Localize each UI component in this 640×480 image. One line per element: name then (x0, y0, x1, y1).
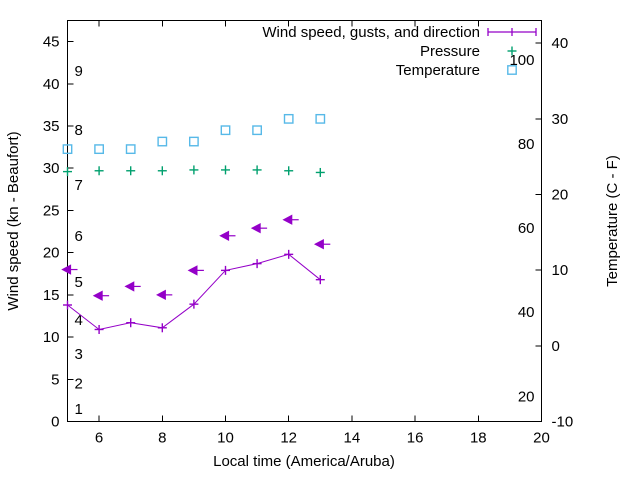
x-tick-label: 20 (533, 430, 550, 447)
wind-speed-point (315, 275, 325, 285)
y2-fahrenheit-tick-label: 100 (509, 52, 534, 69)
pressure-point (63, 167, 72, 177)
x-tick-label: 6 (95, 430, 103, 447)
beaufort-label: 9 (75, 63, 83, 80)
legend-label: Pressure (420, 43, 480, 60)
y2-fahrenheit-tick-label: 60 (518, 220, 535, 237)
y2-axis-title: Temperature (C - F) (604, 155, 621, 287)
gust-direction-marker (61, 264, 78, 275)
x-tick-label: 18 (470, 430, 487, 447)
beaufort-label: 3 (75, 346, 83, 363)
wind-speed-point (63, 300, 72, 310)
beaufort-label: 4 (75, 312, 83, 329)
series-temperature (62, 113, 326, 155)
wind-speed-point (252, 259, 262, 269)
temperature-point (252, 125, 262, 136)
pressure-point (126, 166, 136, 176)
y-tick-label: 0 (51, 414, 59, 431)
temperature-point (157, 136, 168, 147)
beaufort-label: 6 (75, 228, 83, 245)
y-tick-label: 35 (43, 118, 60, 135)
y2-celsius-tick-label: 0 (552, 338, 560, 355)
x-tick-label: 12 (280, 430, 297, 447)
y-tick-label: 10 (43, 329, 60, 346)
gust-direction-marker (314, 239, 331, 250)
wind-speed-point (284, 249, 294, 259)
legend-label: Temperature (396, 62, 480, 79)
pressure-point (189, 165, 199, 175)
pressure-point (221, 165, 230, 175)
wind-speed-point (157, 323, 167, 333)
y-axis-ticks: 0 5 10 15 20 25 30 35 40 45 (43, 34, 74, 431)
beaufort-label: 7 (75, 177, 83, 194)
pressure-point (315, 167, 325, 177)
y2-celsius-tick-label: 10 (552, 262, 569, 279)
x-axis-ticks: 6 8 10 12 14 16 18 20 (95, 20, 550, 447)
temperature-point (125, 144, 136, 155)
y-tick-label: 15 (43, 287, 60, 304)
gust-direction-marker (187, 265, 204, 276)
temperature-point (62, 144, 73, 155)
pressure-point (252, 165, 262, 175)
gust-direction-marker (250, 222, 268, 234)
wind-speed-point (126, 318, 136, 328)
y2-fahrenheit-tick-label: 40 (518, 304, 535, 321)
y2-axis-celsius-ticks: -10 0 10 20 30 40 (535, 35, 574, 431)
beaufort-scale-labels: 1 2 3 4 5 6 7 8 9 (75, 63, 83, 418)
pressure-point (94, 166, 104, 176)
series-wind-speed (63, 249, 325, 334)
y2-fahrenheit-tick-label: 20 (518, 388, 535, 405)
y-tick-label: 45 (43, 34, 60, 51)
beaufort-label: 8 (75, 122, 83, 139)
wind-speed-point (94, 324, 104, 334)
gust-direction-marker (156, 289, 173, 301)
y2-celsius-tick-label: 20 (552, 187, 569, 204)
y2-celsius-tick-label: -10 (552, 414, 574, 431)
legend: Wind speed, gusts, and direction Pressure… (262, 24, 537, 79)
gust-direction-marker (282, 214, 299, 225)
temperature-point (315, 113, 326, 124)
pressure-point (157, 166, 167, 176)
temperature-point (283, 113, 294, 124)
temperature-point (220, 125, 231, 136)
y-tick-label: 30 (43, 160, 60, 177)
gust-direction-marker (124, 281, 141, 292)
series-pressure (63, 165, 325, 177)
y2-celsius-tick-label: 40 (552, 35, 569, 52)
temperature-point (94, 144, 105, 155)
x-tick-label: 14 (344, 430, 361, 447)
y-tick-label: 20 (43, 245, 60, 262)
y-tick-label: 5 (51, 371, 59, 388)
x-tick-label: 16 (407, 430, 424, 447)
temperature-point (188, 136, 199, 147)
x-tick-label: 10 (217, 430, 234, 447)
y2-celsius-tick-label: 30 (552, 111, 569, 128)
x-tick-label: 8 (158, 430, 166, 447)
beaufort-label: 5 (75, 274, 83, 291)
gust-direction-marker (219, 230, 236, 241)
wind-speed-point (221, 265, 230, 275)
x-axis-title: Local time (America/Aruba) (213, 453, 395, 470)
pressure-point (284, 166, 294, 176)
beaufort-label: 1 (75, 401, 83, 418)
y-tick-label: 25 (43, 202, 60, 219)
wind-speed-point (189, 299, 199, 309)
gust-direction-marker (92, 290, 110, 301)
y-tick-label: 40 (43, 76, 60, 93)
y2-fahrenheit-tick-label: 80 (518, 136, 535, 153)
y-axis-title: Wind speed (kn - Beaufort) (5, 131, 22, 310)
legend-label: Wind speed, gusts, and direction (262, 24, 480, 41)
series-gusts-direction (61, 214, 331, 301)
beaufort-label: 2 (75, 376, 83, 393)
y2-axis-fahrenheit-labels: 20 40 60 80 100 (509, 52, 534, 405)
